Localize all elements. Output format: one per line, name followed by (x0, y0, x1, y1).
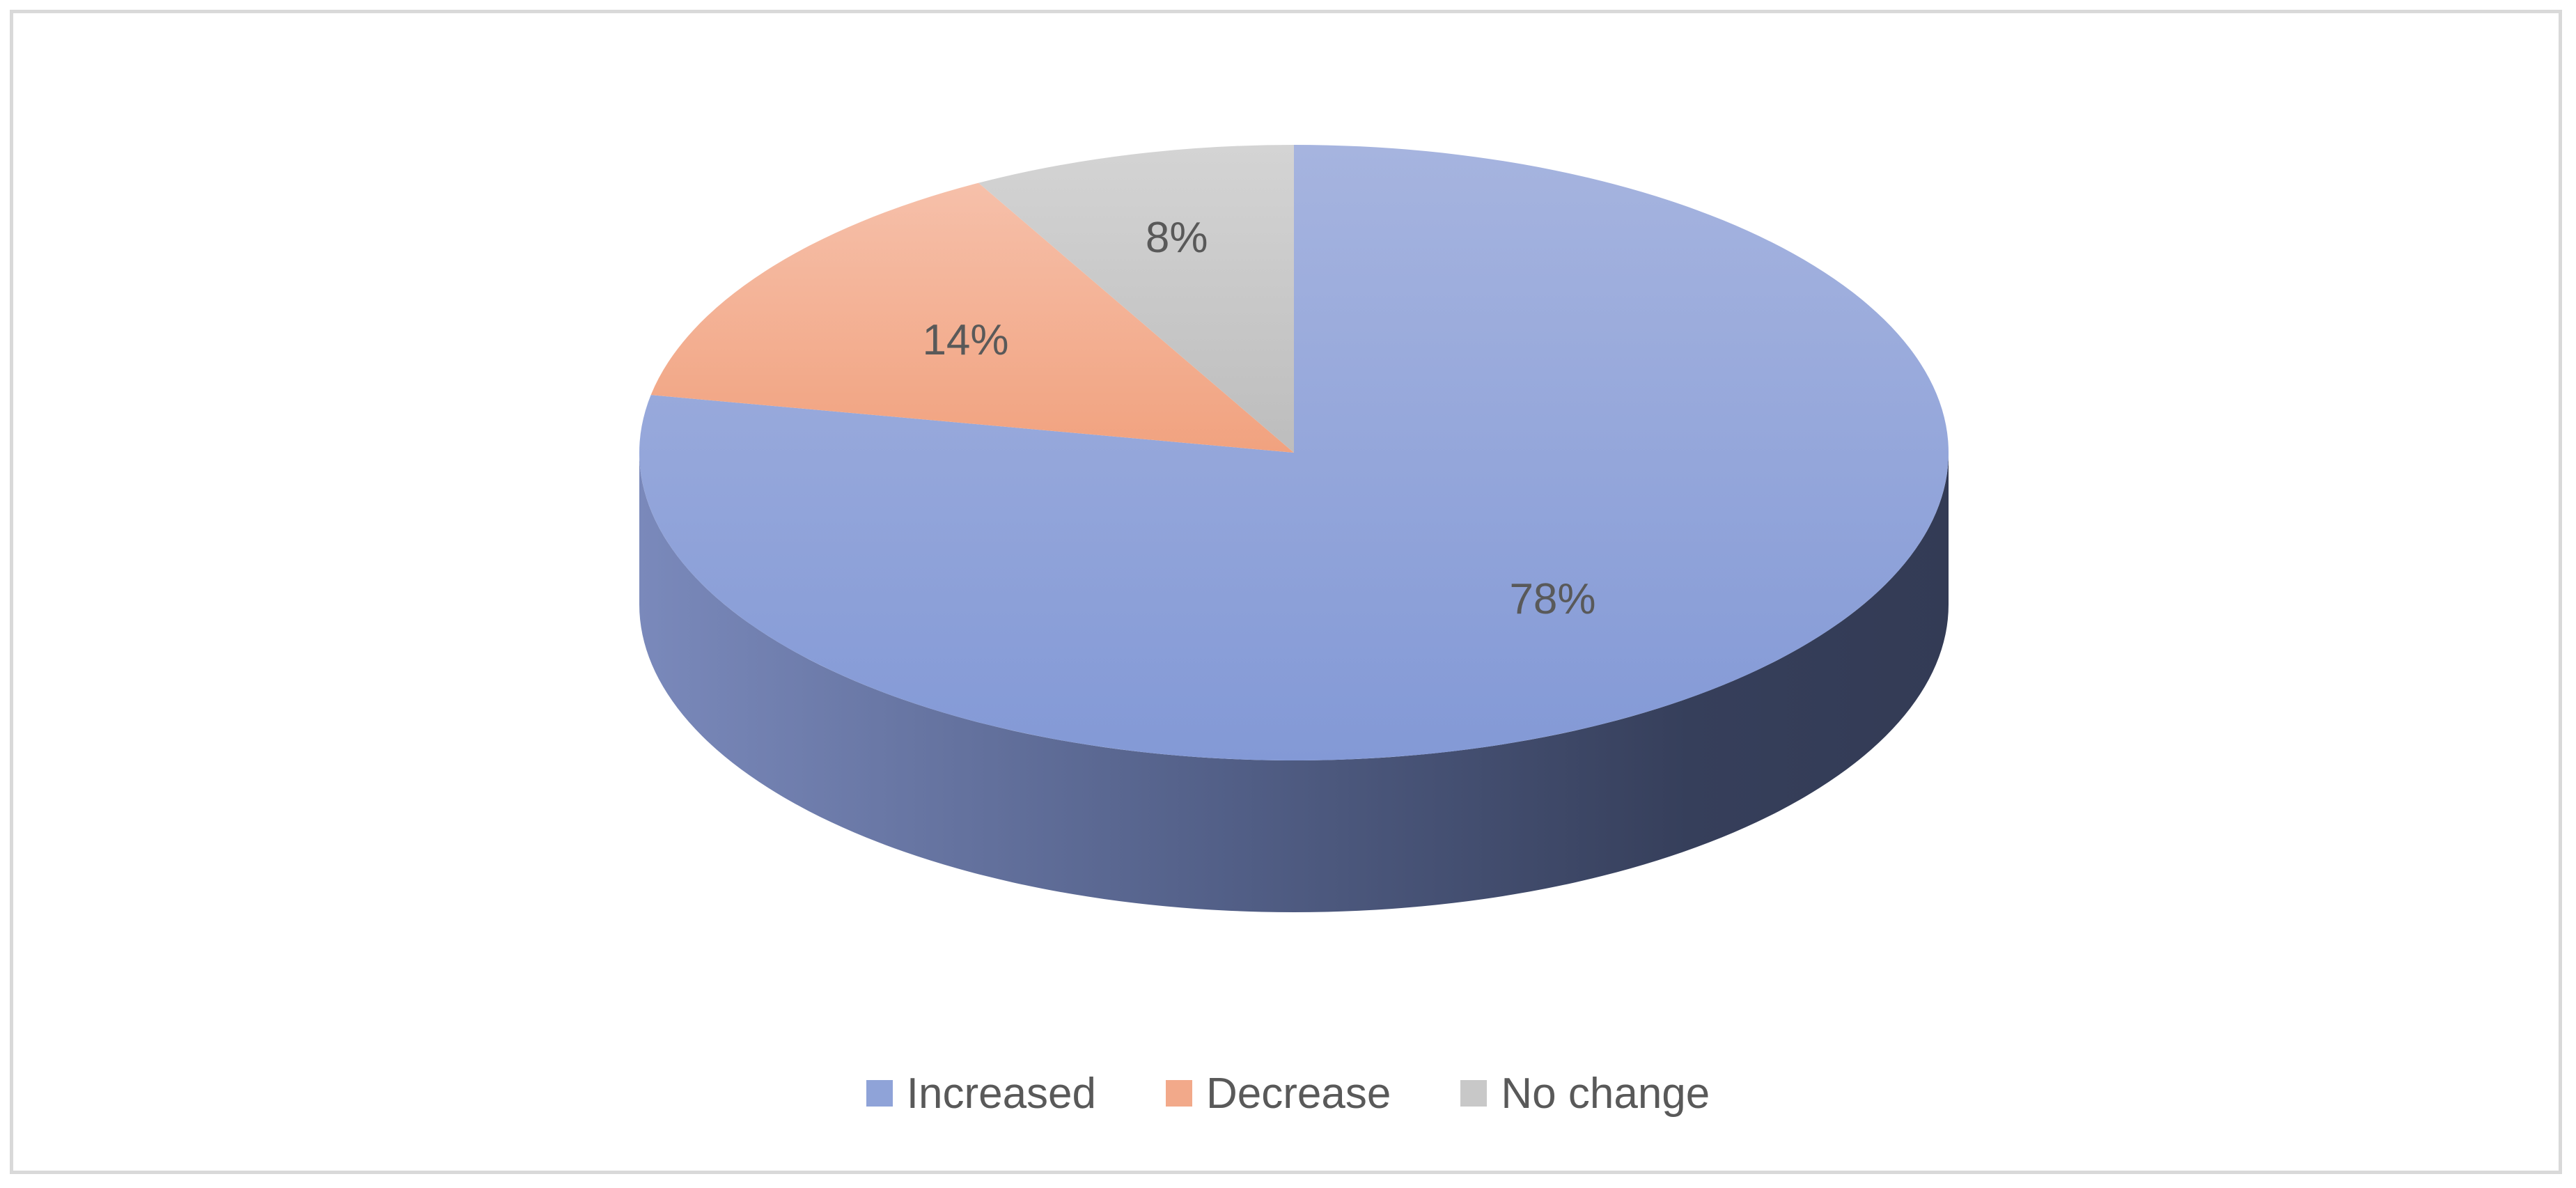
slice-no-change (978, 145, 1294, 453)
slice-no-change-label: 8% (1146, 214, 1208, 262)
legend-swatch-decrease (1166, 1080, 1193, 1107)
slice-increased-label: 78% (1509, 575, 1595, 623)
legend-item-no-change: No change (1460, 1069, 1710, 1118)
legend: Increased Decrease No change (0, 1069, 2576, 1118)
legend-item-decrease: Decrease (1166, 1069, 1391, 1118)
legend-swatch-increased (866, 1080, 893, 1107)
legend-item-increased: Increased (866, 1069, 1096, 1118)
legend-swatch-no-change (1460, 1080, 1488, 1107)
pie-side-wall (639, 453, 1949, 912)
legend-label-no-change: No change (1501, 1069, 1710, 1118)
slice-decrease-label: 14% (922, 316, 1008, 364)
legend-label-decrease: Decrease (1206, 1069, 1391, 1118)
legend-label-increased: Increased (906, 1069, 1097, 1118)
slice-decrease (650, 182, 1294, 453)
